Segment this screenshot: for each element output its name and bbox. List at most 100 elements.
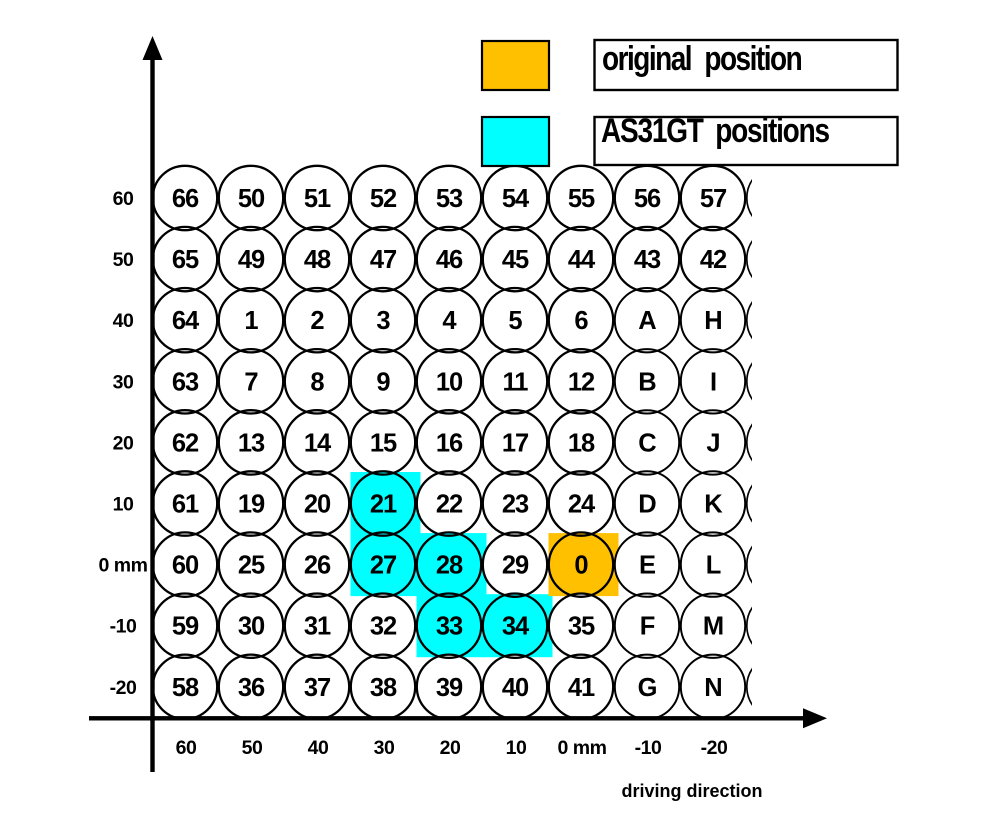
svg-text:49: 49 xyxy=(238,246,265,274)
svg-text:E: E xyxy=(639,552,656,580)
svg-text:21: 21 xyxy=(370,491,397,519)
svg-text:N: N xyxy=(704,674,721,702)
svg-text:AS31GT positions: AS31GT positions xyxy=(601,111,830,149)
svg-text:40: 40 xyxy=(113,310,134,332)
svg-text:0 mm: 0 mm xyxy=(99,555,148,577)
svg-text:J: J xyxy=(706,429,719,457)
svg-text:16: 16 xyxy=(436,429,463,457)
svg-text:10: 10 xyxy=(436,368,463,396)
svg-text:35: 35 xyxy=(568,613,595,641)
svg-text:H: H xyxy=(704,307,721,335)
svg-text:4: 4 xyxy=(442,307,457,335)
svg-text:20: 20 xyxy=(304,491,331,519)
svg-text:53: 53 xyxy=(436,185,463,213)
svg-text:I: I xyxy=(710,368,716,396)
svg-text:30: 30 xyxy=(238,613,265,641)
svg-text:42: 42 xyxy=(700,246,727,274)
svg-text:C: C xyxy=(638,429,656,457)
svg-text:40: 40 xyxy=(308,737,329,759)
svg-text:24: 24 xyxy=(568,491,596,519)
svg-text:36: 36 xyxy=(238,674,265,702)
svg-text:50: 50 xyxy=(113,249,134,271)
svg-text:59: 59 xyxy=(172,613,199,641)
svg-text:30: 30 xyxy=(113,371,134,393)
svg-text:60: 60 xyxy=(176,737,197,759)
svg-text:28: 28 xyxy=(436,552,463,580)
svg-text:22: 22 xyxy=(436,491,463,519)
svg-text:7: 7 xyxy=(244,368,258,396)
svg-text:44: 44 xyxy=(568,246,596,274)
svg-text:45: 45 xyxy=(502,246,529,274)
svg-text:31: 31 xyxy=(304,613,331,641)
svg-text:3: 3 xyxy=(376,307,390,335)
svg-text:K: K xyxy=(704,491,723,519)
svg-text:-10: -10 xyxy=(110,616,137,638)
svg-text:10: 10 xyxy=(506,737,527,759)
svg-text:46: 46 xyxy=(436,246,463,274)
svg-text:G: G xyxy=(638,674,657,702)
svg-text:34: 34 xyxy=(502,613,530,641)
svg-text:51: 51 xyxy=(304,185,331,213)
svg-text:48: 48 xyxy=(304,246,331,274)
svg-text:20: 20 xyxy=(113,432,134,454)
svg-text:10: 10 xyxy=(113,494,134,516)
svg-text:23: 23 xyxy=(502,491,529,519)
svg-text:11: 11 xyxy=(503,368,529,396)
svg-text:L: L xyxy=(706,552,721,580)
svg-text:-20: -20 xyxy=(110,677,137,699)
svg-text:50: 50 xyxy=(238,185,265,213)
svg-text:B: B xyxy=(638,368,656,396)
svg-text:M: M xyxy=(703,613,723,641)
svg-text:F: F xyxy=(640,613,655,641)
svg-text:55: 55 xyxy=(568,185,595,213)
svg-text:17: 17 xyxy=(502,429,529,457)
svg-text:0 mm: 0 mm xyxy=(558,737,607,759)
svg-text:33: 33 xyxy=(436,613,463,641)
svg-text:A: A xyxy=(638,307,656,335)
svg-text:14: 14 xyxy=(304,429,332,457)
svg-text:D: D xyxy=(638,491,656,519)
svg-text:41: 41 xyxy=(568,674,595,702)
svg-text:25: 25 xyxy=(238,552,265,580)
svg-text:66: 66 xyxy=(172,185,199,213)
svg-text:0: 0 xyxy=(574,552,588,580)
svg-text:2: 2 xyxy=(310,307,324,335)
svg-text:62: 62 xyxy=(172,429,199,457)
svg-text:32: 32 xyxy=(370,613,397,641)
svg-text:57: 57 xyxy=(700,185,727,213)
svg-text:6: 6 xyxy=(574,307,588,335)
svg-text:18: 18 xyxy=(568,429,595,457)
svg-text:56: 56 xyxy=(634,185,661,213)
svg-text:9: 9 xyxy=(376,368,390,396)
svg-text:47: 47 xyxy=(370,246,397,274)
svg-text:original position: original position xyxy=(602,39,802,77)
svg-text:29: 29 xyxy=(502,552,529,580)
svg-text:52: 52 xyxy=(370,185,397,213)
svg-text:15: 15 xyxy=(370,429,397,457)
svg-text:61: 61 xyxy=(172,491,199,519)
svg-text:20: 20 xyxy=(440,737,461,759)
svg-text:26: 26 xyxy=(304,552,331,580)
svg-text:43: 43 xyxy=(634,246,661,274)
svg-text:37: 37 xyxy=(304,674,331,702)
svg-text:driving direction: driving direction xyxy=(621,781,762,801)
svg-text:27: 27 xyxy=(370,552,397,580)
svg-text:40: 40 xyxy=(502,674,529,702)
svg-text:5: 5 xyxy=(508,307,522,335)
svg-text:39: 39 xyxy=(436,674,463,702)
svg-text:1: 1 xyxy=(244,307,258,335)
svg-text:19: 19 xyxy=(238,491,265,519)
svg-text:64: 64 xyxy=(172,307,200,335)
svg-text:13: 13 xyxy=(238,429,265,457)
svg-text:60: 60 xyxy=(113,188,134,210)
svg-text:60: 60 xyxy=(172,552,199,580)
svg-text:-20: -20 xyxy=(701,737,728,759)
svg-text:65: 65 xyxy=(172,246,199,274)
svg-text:-10: -10 xyxy=(635,737,662,759)
svg-text:54: 54 xyxy=(502,185,530,213)
svg-text:63: 63 xyxy=(172,368,199,396)
svg-text:50: 50 xyxy=(242,737,263,759)
svg-text:8: 8 xyxy=(310,368,324,396)
svg-text:12: 12 xyxy=(568,368,595,396)
svg-text:38: 38 xyxy=(370,674,397,702)
